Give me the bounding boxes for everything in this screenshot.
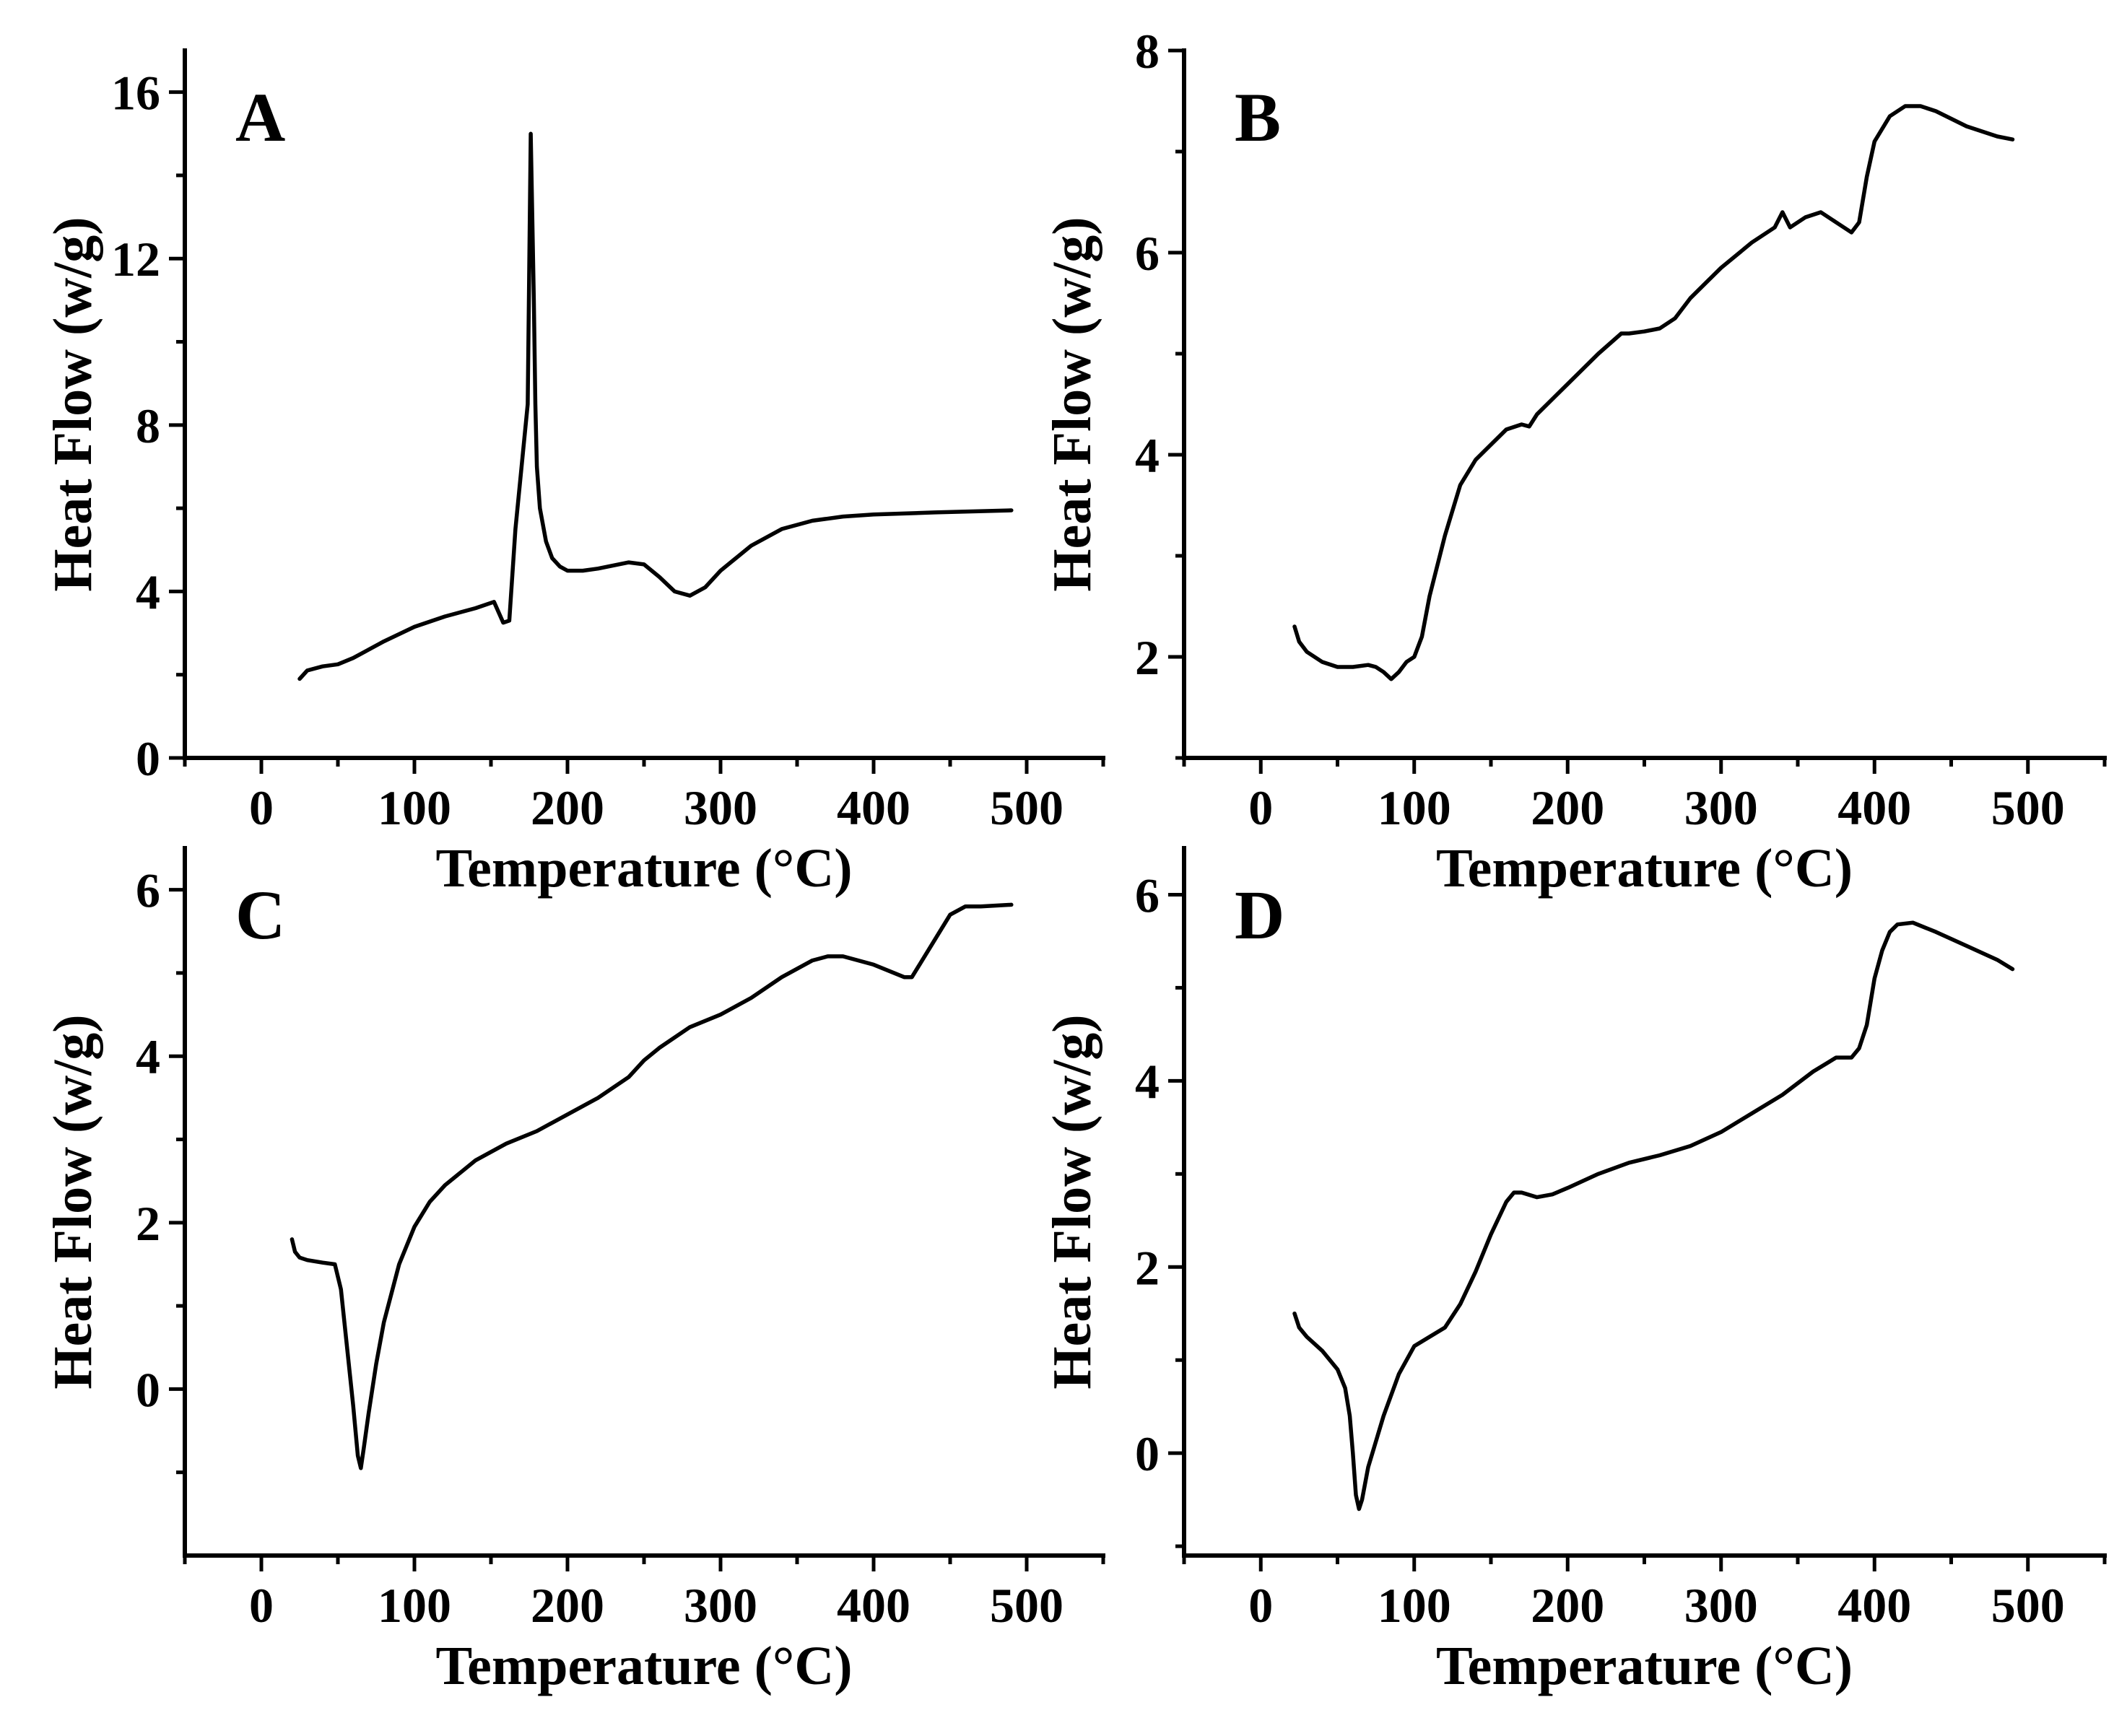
y-tick-label: 12 [111,232,160,287]
x-tick-label: 0 [249,780,274,835]
y-tick-label: 0 [136,731,160,786]
series-line-b [1292,104,2015,681]
y-tick-label: 4 [1135,1054,1160,1109]
x-axis-title: Temperature (°C) [435,1636,852,1696]
y-tick-label: 6 [1135,226,1160,281]
x-tick-label: 200 [1531,780,1604,835]
panel-d: 0 100 200 300 400 500 0 2 4 6 Temperature (°C) Heat… [1042,846,2107,1696]
x-tick-label: 300 [684,780,757,835]
x-tick-label: 0 [1248,1578,1273,1633]
y-tick-label: 0 [1135,1426,1160,1481]
y-axis-title: Heat Flow (w/g) [43,217,103,591]
x-tick-label: 500 [1991,1578,2065,1633]
y-tick-label: 2 [1135,1240,1160,1295]
x-tick-label: 200 [531,780,604,835]
x-tick-label: 400 [837,780,910,835]
x-tick-label: 500 [990,1578,1064,1633]
x-tick-label: 500 [990,780,1064,835]
panel-a: 0 100 200 300 400 500 0 4 8 12 16 Temperature (°C) H… [43,48,1105,899]
y-tick-label: 0 [136,1362,160,1417]
x-tick-label: 400 [1837,1578,1911,1633]
panel-b: 0 100 200 300 400 500 2 4 6 8 Temperature (°C) Heat… [1042,24,2107,899]
panel-label: D [1235,876,1284,954]
panel-c: 0 100 200 300 400 500 0 2 4 6 Temperature (°C) Heat… [43,846,1105,1696]
x-tick-label: 100 [1378,1578,1451,1633]
x-tick-label: 300 [1684,1578,1758,1633]
y-tick-label: 2 [1135,630,1160,685]
panel-label: C [235,876,285,954]
y-axis-title: Heat Flow (w/g) [1042,217,1102,591]
series-line-a [297,131,1014,681]
panel-label: A [235,79,285,156]
y-tick-label: 4 [1135,428,1160,483]
x-axis-title: Temperature (°C) [1436,1636,1853,1696]
x-tick-label: 100 [378,780,451,835]
y-tick-label: 8 [1135,24,1160,79]
y-tick-label: 6 [1135,868,1160,922]
x-tick-label: 400 [837,1578,910,1633]
x-tick-label: 300 [1684,780,1758,835]
y-tick-label: 4 [136,564,160,619]
x-tick-label: 100 [378,1578,451,1633]
x-tick-label: 300 [684,1578,757,1633]
y-tick-label: 4 [136,1029,160,1084]
x-tick-label: 200 [531,1578,604,1633]
y-axis-title: Heat Flow (w/g) [43,1014,103,1389]
y-tick-label: 16 [111,66,160,121]
y-tick-label: 6 [136,863,160,918]
series-line-d [1292,920,2015,1512]
y-tick-label: 8 [136,398,160,453]
x-tick-label: 0 [1248,780,1273,835]
panel-label: B [1235,79,1281,156]
x-tick-label: 0 [249,1578,274,1633]
x-axis-title: Temperature (°C) [1436,838,1853,899]
x-axis-title: Temperature (°C) [435,838,852,899]
x-tick-label: 200 [1531,1578,1604,1633]
x-tick-label: 100 [1378,780,1451,835]
x-tick-label: 500 [1991,780,2065,835]
series-line-c [290,902,1014,1470]
x-tick-label: 400 [1837,780,1911,835]
y-tick-label: 2 [136,1196,160,1251]
y-axis-title: Heat Flow (w/g) [1042,1014,1102,1389]
